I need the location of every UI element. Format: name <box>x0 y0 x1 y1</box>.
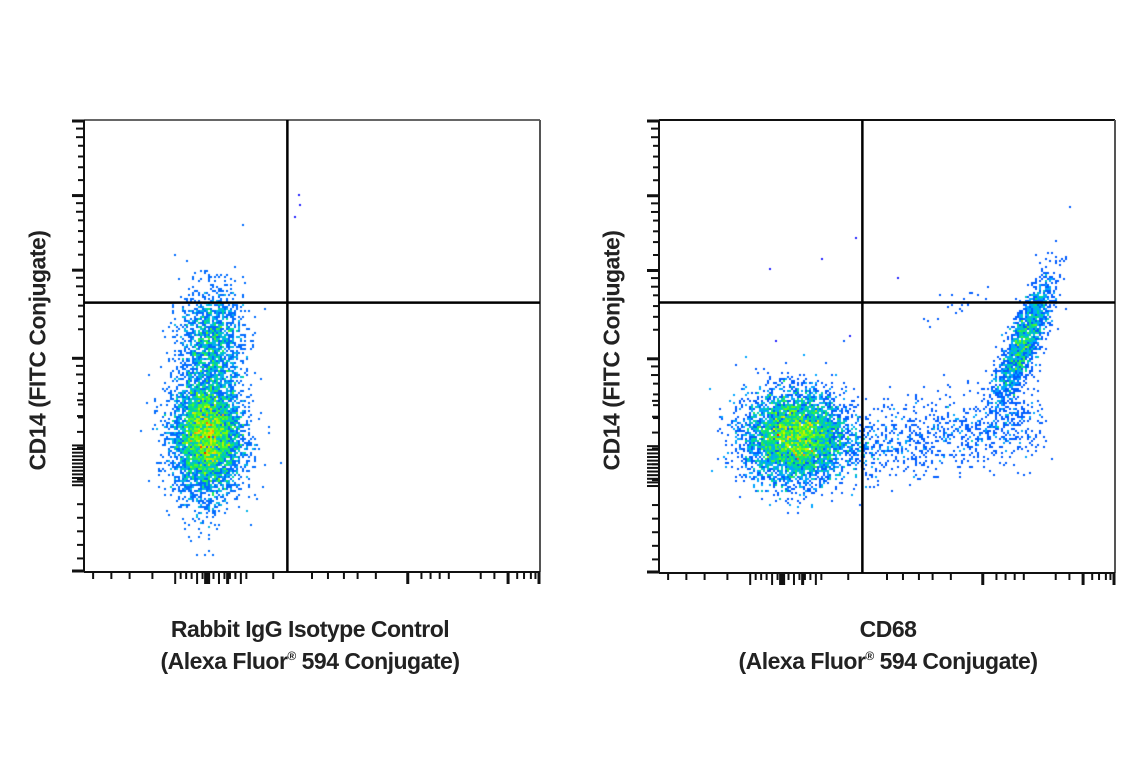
plot-axes <box>72 119 541 584</box>
plot-axes <box>647 119 1116 585</box>
y-axis-label: CD14 (FITC Conjugate) <box>24 230 51 471</box>
x-axis-label-line1: Rabbit IgG Isotype Control <box>170 616 450 642</box>
scatter-plot-area <box>659 120 1115 573</box>
x-axis-label-line2: (Alexa Fluor® 594 Conjugate) <box>738 648 1038 674</box>
x-axis-label: Rabbit IgG Isotype Control (Alexa Fluor®… <box>110 616 510 675</box>
x-axis-label-line1: CD68 <box>859 616 917 642</box>
x-axis-label: CD68 (Alexa Fluor® 594 Conjugate) <box>688 616 1088 675</box>
y-axis-label: CD14 (FITC Conjugate) <box>598 230 625 471</box>
scatter-plot-area <box>84 120 540 572</box>
x-axis-label-line2: (Alexa Fluor® 594 Conjugate) <box>160 648 460 674</box>
